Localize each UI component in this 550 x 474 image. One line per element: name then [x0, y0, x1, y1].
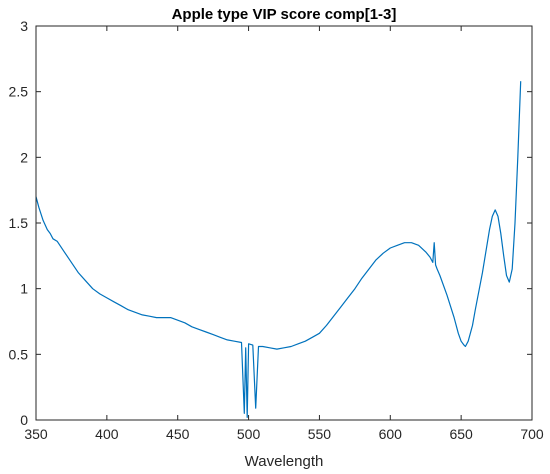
- x-tick-label: 600: [379, 426, 403, 442]
- x-tick-label: 550: [308, 426, 332, 442]
- data-layer: [35, 81, 522, 418]
- x-tick-label: 450: [166, 426, 190, 442]
- x-tick-label: 350: [24, 426, 48, 442]
- x-tick-label: 400: [95, 426, 119, 442]
- x-tick-label: 500: [237, 426, 261, 442]
- y-tick-label: 0.5: [9, 346, 29, 362]
- x-tick-label: 650: [449, 426, 473, 442]
- axes-layer: 350 400 450 500 550 600 650 700 0 0.5 1 1.5 2 2.5 3: [9, 18, 544, 442]
- series-line-0: [35, 81, 522, 418]
- y-tick-label: 2.5: [9, 84, 29, 100]
- y-tick-label: 1.5: [9, 215, 29, 231]
- y-tick-label: 1: [20, 281, 28, 297]
- y-tick-label: 0: [20, 412, 28, 428]
- y-tick-label: 3: [20, 18, 28, 34]
- x-tick-label: 700: [520, 426, 544, 442]
- plot-area: [36, 26, 532, 420]
- y-tick-label: 2: [20, 149, 28, 165]
- chart-title: Apple type VIP score comp[1-3]: [172, 6, 397, 23]
- x-axis-title: Wavelength: [245, 453, 324, 470]
